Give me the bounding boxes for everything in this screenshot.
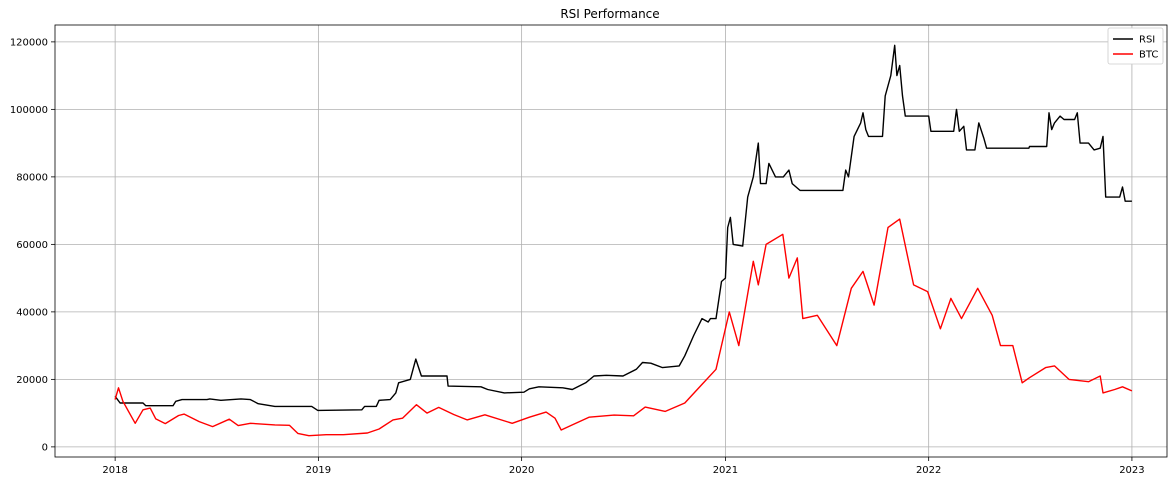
plot-area (114, 44, 1133, 437)
legend-label-btc: BTC (1139, 50, 1158, 61)
grid-lines (55, 25, 1167, 457)
x-tick-label: 2019 (306, 465, 331, 476)
legend-label-rsi: RSI (1139, 35, 1155, 46)
series-line-rsi (114, 44, 1132, 412)
x-tick-label: 2023 (1119, 465, 1144, 476)
y-tick-label: 40000 (16, 307, 48, 318)
y-tick-label: 100000 (10, 105, 48, 116)
x-tick-label: 2022 (916, 465, 941, 476)
x-tick-label: 2021 (713, 465, 738, 476)
x-tick-label: 2020 (509, 465, 534, 476)
legend-box (1107, 27, 1164, 65)
y-tick-label: 60000 (16, 240, 48, 251)
series-line-btc (114, 218, 1133, 437)
y-tick-label: 20000 (16, 375, 48, 386)
chart-title: RSI Performance (560, 7, 659, 21)
axis-ticks: 2018 2019 2020 2021 2022 2023 0 20000 40000 60000… (10, 37, 1145, 476)
x-tick-label: 2018 (102, 465, 127, 476)
y-tick-label: 80000 (16, 172, 48, 183)
axes-frame (54, 24, 1168, 458)
legend-items: RSI BTC (1113, 35, 1158, 61)
legend: RSI BTC (1107, 27, 1164, 65)
y-tick-label: 120000 (10, 37, 48, 48)
y-tick-label: 0 (42, 442, 48, 453)
